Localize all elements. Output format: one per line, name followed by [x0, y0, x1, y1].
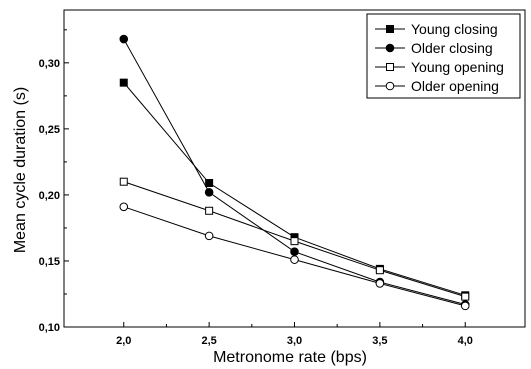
data-point-2 — [204, 187, 214, 197]
data-point-4 — [460, 301, 470, 311]
data-point-4 — [119, 202, 129, 212]
x-tick-label: 4,0 — [458, 335, 473, 347]
data-point-2 — [119, 34, 129, 44]
data-point-1 — [119, 78, 128, 87]
x-tick-label: 2,0 — [116, 335, 131, 347]
data-point-3 — [461, 292, 470, 301]
data-point-3 — [205, 206, 214, 215]
x-tick-label: 3,0 — [287, 335, 302, 347]
legend-marker — [386, 63, 394, 71]
x-tick-label: 3,5 — [372, 335, 387, 347]
y-tick-label: 0,15 — [39, 256, 60, 268]
data-point-4 — [204, 231, 214, 241]
data-point-1 — [205, 179, 214, 188]
data-point-3 — [119, 177, 128, 186]
data-point-3 — [375, 266, 384, 275]
y-axis-label: Mean cycle duration (s) — [12, 87, 29, 253]
legend-label: Young opening — [411, 59, 504, 75]
data-point-2 — [290, 247, 299, 257]
x-tick-label: 2,5 — [201, 335, 216, 347]
legend-marker — [385, 43, 395, 53]
legend-label: Older closing — [411, 40, 493, 56]
y-tick-label: 0,30 — [39, 58, 60, 70]
data-point-3 — [290, 237, 299, 246]
series-markers — [119, 34, 470, 311]
y-tick-label: 0,10 — [39, 322, 60, 334]
y-tick-label: 0,20 — [39, 190, 60, 202]
legend: Young closing Older closing Young opening O… — [366, 13, 521, 99]
axis-ticks: 2,0 2,5 3,0 3,5 4,0 0,10 0,15 0,20 0,25 0,30 — [39, 29, 473, 347]
y-tick-label: 0,25 — [39, 124, 60, 136]
legend-label: Older opening — [411, 78, 499, 94]
data-point-4 — [290, 255, 299, 264]
legend-marker — [386, 25, 394, 33]
x-axis-label: Metronome rate (bps) — [213, 349, 367, 366]
legend-label: Young closing — [411, 21, 498, 37]
legend-marker — [385, 81, 395, 91]
data-point-4 — [375, 279, 385, 288]
